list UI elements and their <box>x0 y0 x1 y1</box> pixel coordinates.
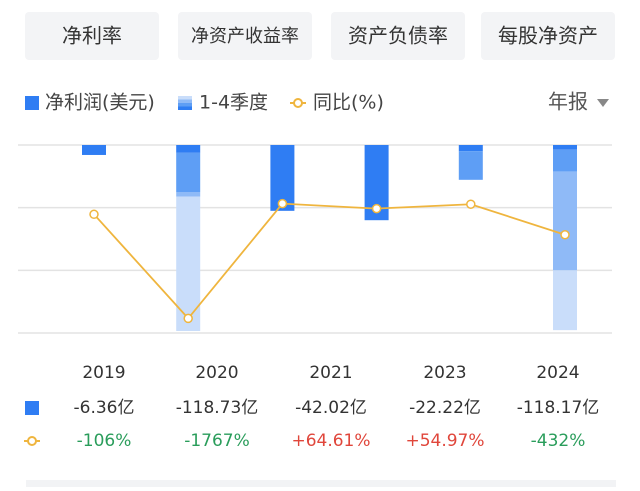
tab-label[interactable]: 净利率 <box>62 24 122 48</box>
line-point <box>466 199 476 209</box>
line-point <box>560 229 570 240</box>
legend-marker <box>293 98 303 108</box>
legend-swatch <box>178 99 192 103</box>
year-label: 2023 <box>423 363 466 383</box>
profit-value: -118.17亿 <box>517 398 600 418</box>
dropdown-arrow[interactable] <box>597 99 609 107</box>
bar-segment <box>458 145 483 152</box>
bar-segment <box>553 171 577 271</box>
yoy-value: -106% <box>77 431 132 451</box>
legend-label: 净利润(美元) <box>45 92 155 114</box>
bar-segment <box>176 192 201 197</box>
bar-segment <box>176 152 201 192</box>
year-label: 2019 <box>82 363 125 383</box>
legend-swatch <box>178 106 192 110</box>
yoy-value: +54.97% <box>405 431 484 451</box>
bar-segment <box>458 151 483 180</box>
bar-segment <box>553 145 577 150</box>
tab-label[interactable]: 资产负债率 <box>348 24 448 48</box>
yoy-value: +64.61% <box>291 431 370 451</box>
yoy-value: -432% <box>531 431 586 451</box>
profit-value: -42.02亿 <box>295 398 367 418</box>
year-label: 2020 <box>195 363 238 383</box>
tab[interactable] <box>481 12 615 60</box>
line-point <box>183 313 193 324</box>
bar-segment <box>176 196 201 332</box>
bar-segment <box>553 270 577 331</box>
legend-swatch <box>178 103 192 107</box>
yoy-value: -1767% <box>184 431 250 451</box>
line <box>93 202 566 320</box>
tab[interactable] <box>331 12 465 60</box>
tab-label[interactable]: 每股净资产 <box>498 24 598 48</box>
tab[interactable] <box>178 12 312 60</box>
row-icon <box>25 401 39 415</box>
legend-label: 同比(%) <box>313 92 384 114</box>
tab-label[interactable]: 净资产收益率 <box>191 26 299 47</box>
line-point <box>89 209 99 220</box>
year-label: 2021 <box>309 363 352 383</box>
profit-value: -6.36亿 <box>74 398 135 418</box>
legend-swatch <box>178 96 192 100</box>
bottom-bar <box>26 480 616 487</box>
legend-swatch <box>25 96 39 110</box>
bar-segment <box>553 149 577 172</box>
profit-value: -22.22亿 <box>409 398 481 418</box>
bar <box>82 145 106 155</box>
legend-label: 1-4季度 <box>199 92 268 114</box>
tab[interactable] <box>25 12 159 60</box>
bar-segment <box>176 145 201 153</box>
period-select[interactable]: 年报 <box>548 90 588 114</box>
row-icon <box>27 436 37 446</box>
year-label: 2024 <box>536 363 579 383</box>
profit-value: -118.73亿 <box>176 398 259 418</box>
line-point <box>371 203 382 214</box>
tabs: 净利率 净资产收益率 资产负债率 每股净资产 <box>25 12 615 60</box>
line-point <box>277 198 288 209</box>
